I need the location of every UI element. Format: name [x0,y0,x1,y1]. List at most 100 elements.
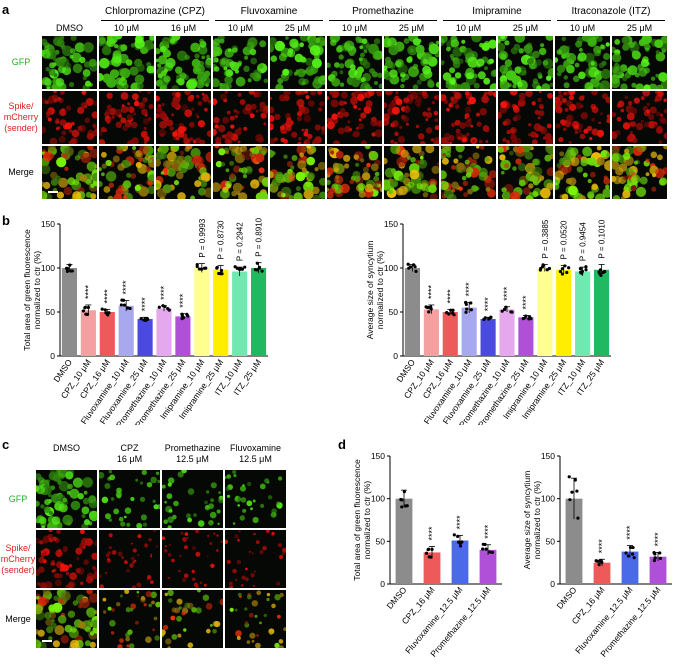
d-left-data-point [484,547,488,551]
b-right-data-point [565,270,569,275]
panel-a-group-underline [443,20,551,21]
b-right-data-point [414,269,418,273]
d-left-data-point [458,541,462,546]
d-right-bar [621,551,639,584]
panel-label-d: d [338,437,346,452]
b-left-data-point [220,272,224,276]
d-left-ytick-label: 0 [380,579,385,589]
panel-c-column-header: DMSO [53,443,80,453]
panel-a-column-header: 25 μM [398,23,425,33]
panel-a-micrograph-tile [213,36,268,89]
d-right-ytick-label: 50 [546,536,556,546]
b-right-data-point [598,272,602,276]
d-left-ytick-label: 100 [371,494,385,504]
b-right-data-point [412,263,416,267]
chart-b-right: Average size of syncytium normalized to c… [365,219,611,425]
b-right-significance: **** [521,295,531,310]
panel-a-micrograph-tile [384,36,439,89]
b-right-data-point [545,268,549,272]
d-right-data-point [658,551,662,555]
panel-a-column-header: 10 μM [341,23,368,33]
panel-c-column-header: CPZ 16 μM [116,443,143,464]
b-right-data-point [522,316,526,321]
b-left-data-point [100,307,104,311]
d-left-data-point [424,551,429,555]
panel-a-micrograph-tile [42,36,97,89]
b-left-bar [194,268,210,356]
panel-a-column-header: 10 μM [569,23,596,33]
panel-label-a: a [2,2,10,17]
d-left-data-point [403,504,408,508]
b-left-significance: **** [83,284,93,299]
b-left-data-point [139,317,143,321]
b-right-bar [518,317,534,356]
d-left-data-point [487,550,492,554]
d-right-data-point [653,552,657,556]
b-right-data-point [558,269,563,274]
b-right-data-point [425,305,430,310]
b-left-ylabel: normalized to ctr (%) [32,251,42,330]
d-right-ylabel: normalized to ctr (%) [532,481,542,560]
d-left-significance: **** [455,515,465,530]
b-right-bar [537,268,553,356]
panel-a-micrograph-tile [99,146,154,199]
d-left-bar [395,498,413,584]
b-right-data-point [541,263,545,267]
b-left-data-point [146,317,150,322]
d-right-ylabel: Average size of syncytium [522,471,532,570]
b-right-data-point [482,317,486,322]
b-right-bar [499,309,515,356]
d-right-data-point [631,545,635,550]
panel-c-micrograph-tile [162,590,223,648]
b-right-bar [442,312,458,356]
d-right-bar [565,498,583,584]
b-left-bar [213,269,229,356]
panel-a-micrograph-tile [555,146,610,199]
b-left-significance: **** [140,297,150,312]
panel-label-b: b [2,213,10,228]
b-right-data-point [502,307,507,311]
b-right-data-point [406,262,410,266]
b-right-data-point [500,309,504,313]
d-left-bar [479,549,497,584]
b-right-data-point [584,268,588,272]
panel-c-micrograph-tile [225,590,286,648]
b-left-data-point [255,261,259,265]
b-left-significance: **** [121,280,131,295]
b-left-bar [250,268,267,356]
d-left-data-point [452,533,456,537]
b-right-data-point [578,270,583,274]
panel-a-group-header: Itraconazole (ITZ) [571,6,651,17]
d-left-bar [451,540,469,584]
d-left-data-point [483,542,487,547]
panel-a-micrograph-tile [612,146,667,199]
panel-a-group-underline [329,20,437,21]
panel-a-micrograph-tile [99,36,154,89]
panel-c-column-header: Fluvoxamine 12.5 μM [229,443,282,464]
d-right-data-point [599,559,603,563]
d-left-bar [423,552,441,584]
panel-a-group-underline [215,20,323,21]
b-left-data-point [243,265,247,269]
b-left-significance: **** [102,289,112,304]
panel-a-micrograph-tile [156,91,211,144]
panel-c-micrograph-tile [36,530,97,588]
d-right-data-point [628,545,633,550]
b-right-significance: **** [426,284,436,299]
panel-a-group-header: Fluvoxamine [240,6,298,17]
d-left-data-point [427,547,431,551]
b-right-data-point [560,272,565,276]
d-right-data-point [626,554,630,558]
b-left-data-point [119,303,123,307]
d-left-significance: **** [483,524,493,539]
panel-c-micrograph-tile [36,590,97,648]
b-left-data-point [83,305,87,309]
b-left-data-point [103,308,107,312]
d-left-data-point [400,505,404,509]
d-right-ytick-label: 150 [541,451,555,461]
panel-a-group-header: Imipramine [472,6,522,17]
d-right-data-point [596,559,600,563]
panel-a-column-header: DMSO [56,23,83,33]
d-left-data-point [490,550,494,555]
